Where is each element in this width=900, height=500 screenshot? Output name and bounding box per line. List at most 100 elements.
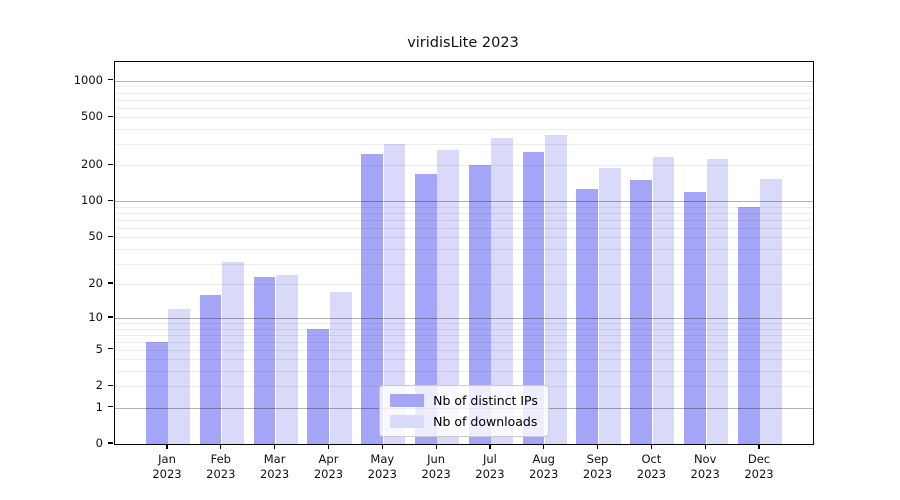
x-tick-mark-dec (758, 444, 760, 449)
x-tick-label-feb: Feb 2023 (206, 452, 236, 481)
gridline-minor-9 (115, 322, 813, 324)
y-tick-label-10: 10 (88, 309, 103, 324)
gridline-minor-700 (115, 99, 813, 101)
gridline-minor-800 (115, 92, 813, 94)
y-tick-mark-100 (108, 199, 113, 202)
bar-downloads-mar (275, 274, 298, 444)
y-tick-label-20: 20 (88, 275, 103, 290)
x-tick-mark-jun (435, 444, 437, 449)
bar-distinct-ips-apr (307, 328, 330, 444)
x-tick-mark-mar (274, 444, 276, 449)
x-tick-mark-feb (220, 444, 222, 449)
gridline-minor-60 (115, 227, 813, 229)
bar-distinct-ips-aug (522, 151, 545, 444)
x-tick-label-jun: Jun 2023 (421, 452, 451, 481)
x-tick-label-mar: Mar 2023 (259, 452, 290, 481)
plot-area: Nb of distinct IPs Nb of downloads (114, 61, 814, 445)
bar-downloads-aug (545, 135, 567, 444)
legend-row-downloads: Nb of downloads (390, 414, 538, 429)
bar-downloads-sep (598, 167, 621, 444)
bar-downloads-apr (329, 292, 352, 444)
legend-label-distinct-ips: Nb of distinct IPs (433, 393, 538, 408)
bar-distinct-ips-feb (199, 295, 222, 444)
y-tick-label-1000: 1000 (73, 72, 103, 87)
y-tick-label-1: 1 (95, 399, 103, 414)
bar-distinct-ips-jul (468, 165, 491, 444)
x-tick-label-jul: Jul 2023 (475, 452, 505, 481)
x-tick-mark-jul (489, 444, 491, 449)
bar-downloads-nov (706, 159, 729, 444)
gridline-minor-40 (115, 248, 813, 250)
y-tick-label-500: 500 (81, 109, 103, 124)
gridline-major-100 (115, 201, 813, 203)
x-tick-mark-apr (327, 444, 330, 449)
bar-distinct-ips-may (361, 153, 383, 444)
x-tick-label-oct: Oct 2023 (636, 452, 667, 481)
bar-distinct-ips-jun (415, 173, 437, 444)
gridline-minor-30 (115, 263, 813, 265)
bar-downloads-may (383, 144, 406, 444)
gridline-minor-500 (115, 117, 813, 119)
y-tick-label-5: 5 (95, 341, 103, 356)
bar-distinct-ips-mar (253, 276, 276, 444)
bar-downloads-dec (760, 178, 783, 444)
gridline-minor-5 (115, 349, 813, 351)
x-tick-mark-oct (650, 444, 653, 449)
x-tick-label-may: May 2023 (367, 452, 397, 481)
y-tick-mark-1000 (108, 79, 113, 81)
x-tick-mark-may (381, 444, 383, 449)
x-tick-label-dec: Dec 2023 (744, 452, 774, 481)
y-tick-mark-5 (108, 348, 113, 350)
legend: Nb of distinct IPs Nb of downloads (379, 385, 549, 437)
x-tick-mark-aug (543, 444, 545, 449)
x-tick-mark-nov (704, 444, 706, 449)
bar-downloads-jan (168, 309, 191, 444)
y-tick-mark-0 (108, 442, 113, 444)
bar-downloads-oct (652, 157, 675, 444)
gridline-minor-90 (115, 206, 813, 208)
x-tick-label-aug: Aug 2023 (529, 452, 559, 481)
bar-downloads-jul (491, 138, 513, 444)
y-tick-label-0: 0 (95, 436, 103, 450)
gridline-minor-200 (115, 165, 813, 167)
x-tick-label-nov: Nov 2023 (690, 452, 720, 481)
y-tick-mark-50 (108, 235, 113, 237)
gridline-minor-400 (115, 128, 813, 130)
x-tick-mark-jan (166, 444, 168, 449)
legend-row-distinct-ips: Nb of distinct IPs (390, 393, 538, 408)
gridline-minor-600 (115, 107, 813, 109)
y-tick-label-2: 2 (95, 378, 103, 393)
gridline-major-1000 (115, 80, 813, 82)
x-tick-label-apr: Apr 2023 (313, 452, 344, 481)
bar-distinct-ips-jan (145, 341, 168, 444)
gridline-minor-80 (115, 213, 813, 214)
y-tick-label-100: 100 (81, 193, 103, 208)
y-tick-mark-20 (108, 282, 113, 284)
chart-title: viridisLite 2023 (407, 35, 519, 51)
bar-distinct-ips-sep (576, 188, 599, 444)
bar-downloads-jun (437, 149, 460, 444)
bar-distinct-ips-dec (737, 206, 760, 444)
bar-downloads-feb (222, 261, 244, 444)
x-tick-label-jan: Jan 2023 (152, 452, 182, 481)
gridline-minor-900 (115, 86, 813, 88)
gridline-minor-6 (115, 341, 813, 343)
gridline-minor-7 (115, 334, 813, 336)
y-tick-mark-2 (108, 384, 113, 386)
gridline-minor-300 (115, 144, 813, 145)
y-tick-mark-10 (108, 316, 113, 318)
y-tick-mark-1 (108, 406, 113, 408)
gridline-minor-20 (115, 283, 813, 285)
y-tick-label-200: 200 (81, 157, 103, 172)
distinct-ips-swatch-icon (390, 394, 425, 407)
y-tick-mark-200 (108, 163, 113, 165)
gridline-major-10 (115, 317, 813, 319)
downloads-swatch-icon (390, 415, 425, 428)
y-tick-mark-500 (108, 115, 113, 117)
legend-label-downloads: Nb of downloads (433, 414, 538, 429)
y-tick-label-50: 50 (88, 229, 103, 244)
gridline-minor-70 (115, 219, 813, 221)
bar-distinct-ips-nov (684, 191, 706, 444)
gridline-minor-50 (115, 237, 813, 239)
